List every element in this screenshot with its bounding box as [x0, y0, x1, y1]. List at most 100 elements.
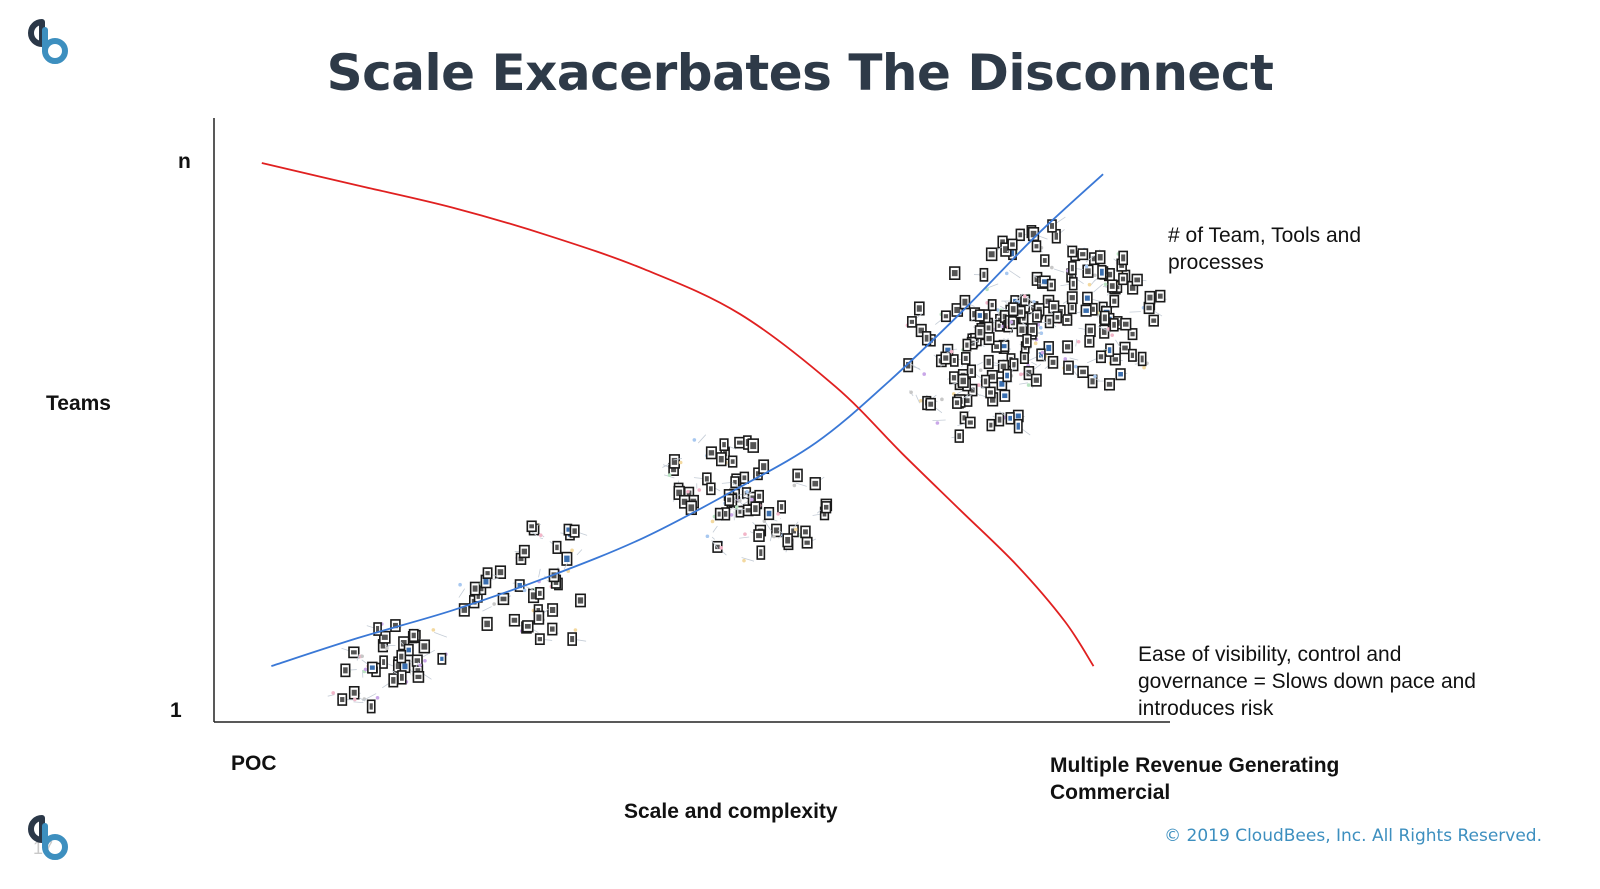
- cluster-node: [1040, 350, 1045, 355]
- blue-annotation-line-1: # of Team, Tools and: [1168, 224, 1362, 247]
- cluster-device-screen: [1118, 371, 1123, 377]
- cluster-node: [1026, 383, 1031, 387]
- cluster-device-screen: [963, 355, 968, 361]
- y-tick-top: n: [178, 150, 191, 173]
- cluster-device-screen: [1034, 244, 1039, 249]
- cluster-device-screen: [671, 457, 678, 465]
- cluster-node: [909, 390, 913, 395]
- cluster-node: [995, 308, 1000, 312]
- cluster-device-screen: [376, 625, 380, 633]
- cluster-device-screen: [1091, 256, 1097, 262]
- cluster-device-screen: [340, 697, 345, 703]
- cluster-device-screen: [1064, 317, 1070, 322]
- cluster-node: [705, 534, 710, 539]
- cluster-device-screen: [484, 620, 490, 628]
- cluster-device-screen: [1069, 295, 1075, 301]
- cluster-device-screen: [738, 509, 742, 514]
- cluster-connector: [1025, 371, 1032, 376]
- cluster-connector: [576, 549, 583, 556]
- cluster-device-screen: [1112, 298, 1117, 304]
- cluster-device-screen: [415, 674, 422, 680]
- cluster-device-screen: [1055, 315, 1060, 320]
- cluster-device-screen: [986, 325, 991, 331]
- cluster-device-screen: [1050, 359, 1056, 365]
- cloudbees-logo-top: [22, 14, 74, 71]
- cluster-node: [1063, 357, 1068, 361]
- cluster-connector: [1129, 311, 1141, 313]
- cluster-node: [1038, 325, 1043, 330]
- cluster-node: [1073, 364, 1078, 369]
- cluster-device-screen: [962, 415, 966, 421]
- cluster-device-screen: [989, 395, 996, 403]
- cluster-device-screen: [380, 642, 386, 649]
- cluster-node: [375, 696, 380, 700]
- cluster-connector: [1053, 268, 1065, 273]
- cluster-device-screen: [537, 590, 542, 596]
- cluster-device-screen: [1034, 313, 1040, 319]
- cluster-device-screen: [1091, 306, 1095, 312]
- red-annotation-line-1: Ease of visibility, control and: [1138, 643, 1402, 666]
- cluster-node: [360, 654, 364, 659]
- red-annotation-line-3: introduces risk: [1138, 697, 1274, 720]
- cluster-device-screen: [785, 536, 791, 544]
- cluster-connector: [422, 649, 436, 658]
- cluster-device-screen: [779, 504, 784, 510]
- cluster-node: [538, 533, 543, 537]
- slide-title: Scale Exacerbates The Disconnect: [326, 44, 1274, 102]
- cluster-device-screen: [1130, 331, 1135, 337]
- cluster-device-screen: [954, 400, 960, 406]
- cluster-connector: [482, 606, 492, 612]
- cluster-device-screen: [521, 548, 528, 555]
- cluster-device-screen: [518, 556, 524, 562]
- cluster-connector: [1027, 300, 1032, 309]
- cluster-device-screen: [1134, 277, 1141, 283]
- cluster-device-screen: [945, 347, 951, 353]
- cluster-device-screen: [524, 623, 531, 629]
- cluster-device-screen: [530, 592, 537, 600]
- cluster-device-screen: [722, 442, 726, 448]
- cluster-device-screen: [1042, 279, 1048, 285]
- cluster-connector: [1009, 326, 1015, 335]
- cluster-device-screen: [1039, 352, 1043, 358]
- cluster-device-screen: [1122, 321, 1129, 327]
- cluster-node: [363, 667, 368, 672]
- cluster-device-screen: [1071, 280, 1075, 287]
- cluster-device-screen: [717, 511, 721, 517]
- cluster-device-screen: [1107, 347, 1112, 354]
- blue-series-line: [271, 173, 1104, 667]
- cluster-device-screen: [1070, 264, 1074, 272]
- cluster-device-screen: [1000, 239, 1005, 245]
- cluster-device-screen: [414, 658, 421, 663]
- cluster-node: [918, 399, 923, 403]
- cluster-node: [978, 368, 983, 373]
- cluster-device-screen: [715, 544, 720, 550]
- cluster-connector: [932, 419, 946, 421]
- cluster-node: [738, 498, 742, 503]
- cluster-device-screen: [1085, 268, 1091, 275]
- cluster-device-screen: [369, 665, 375, 670]
- cluster-device-screen: [1106, 381, 1113, 387]
- cluster-node: [1103, 282, 1108, 287]
- cluster-node: [692, 438, 697, 442]
- cluster-node: [745, 490, 749, 494]
- cluster-node: [686, 489, 690, 494]
- cluster-device-screen: [536, 607, 541, 613]
- x-axis-label: Scale and complexity: [624, 800, 838, 823]
- cluster-device-screen: [709, 486, 713, 492]
- cluster-device-screen: [1010, 306, 1016, 313]
- cluster-device-screen: [952, 357, 956, 363]
- cluster-device-screen: [395, 663, 402, 670]
- cluster-connector: [731, 481, 743, 491]
- cluster-device-screen: [671, 466, 677, 473]
- cluster-device-screen: [1005, 372, 1009, 379]
- cluster-node: [678, 460, 683, 465]
- cluster-device-screen: [916, 305, 922, 312]
- cluster-device-screen: [351, 650, 357, 655]
- cluster-node: [935, 421, 940, 425]
- cluster-node: [793, 527, 798, 532]
- cluster-node: [385, 646, 389, 651]
- cluster-device-screen: [566, 527, 570, 532]
- cluster-device-screen: [1083, 308, 1089, 313]
- cluster-node: [1009, 320, 1014, 324]
